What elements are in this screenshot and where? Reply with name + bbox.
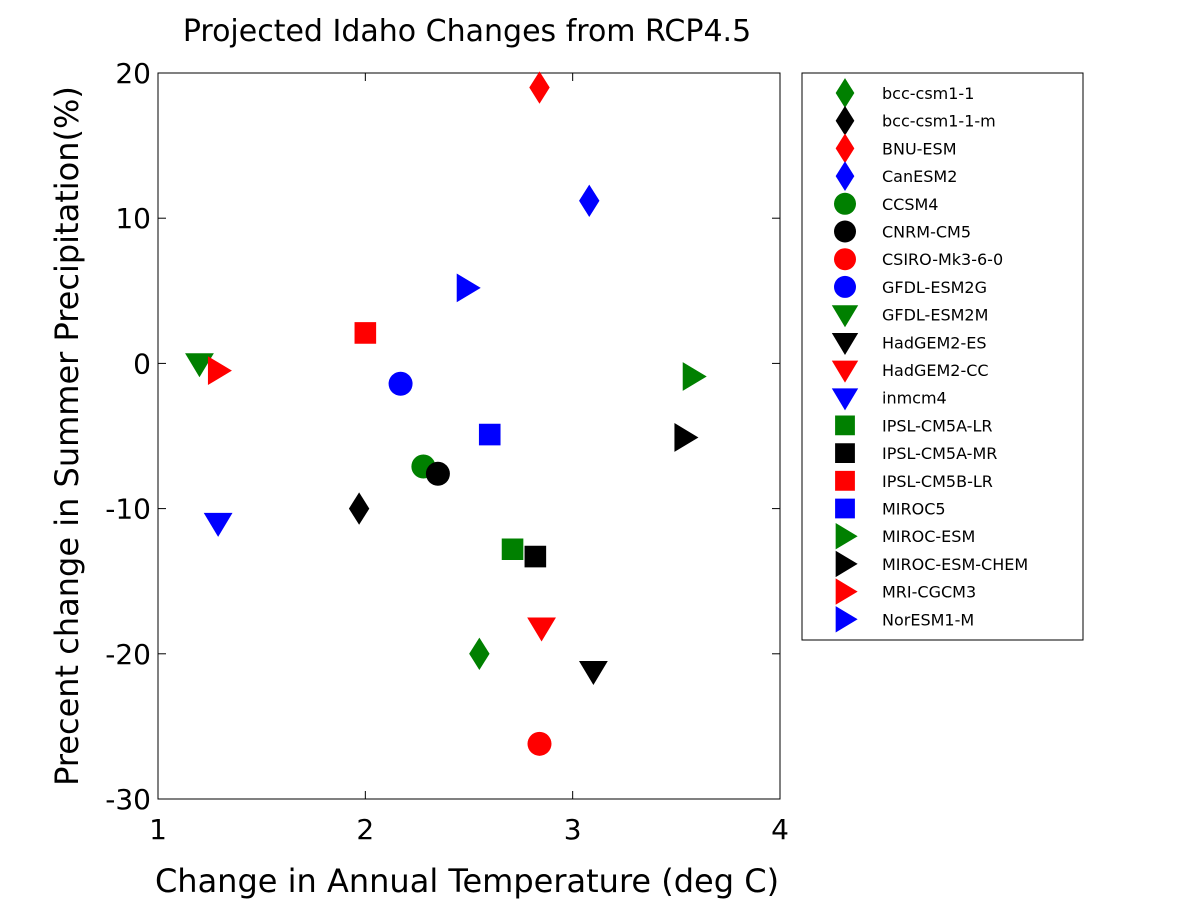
legend-label: inmcm4 bbox=[882, 389, 947, 408]
data-point bbox=[456, 273, 481, 303]
data-point bbox=[529, 71, 550, 104]
legend-label: BNU-ESM bbox=[882, 139, 957, 158]
legend-marker bbox=[835, 578, 858, 605]
data-point bbox=[354, 322, 377, 344]
axis-ticks: 1 2 3 4 20 10 0 -10 -20 -30 bbox=[105, 57, 789, 846]
y-tick-label: 10 bbox=[115, 202, 151, 235]
legend-marker bbox=[834, 220, 856, 243]
data-point bbox=[579, 661, 608, 686]
legend-label: CNRM-CM5 bbox=[882, 223, 971, 242]
legend-label: HadGEM2-CC bbox=[882, 361, 989, 380]
legend-label: bcc-csm1-1-m bbox=[882, 112, 996, 131]
legend-label: MRI-CGCM3 bbox=[882, 583, 976, 602]
data-point bbox=[388, 371, 413, 396]
y-tick-label: -20 bbox=[105, 638, 151, 671]
legend-label: IPSL-CM5B-LR bbox=[882, 472, 993, 491]
legend-label: CCSM4 bbox=[882, 195, 938, 214]
x-tick-label: 4 bbox=[771, 813, 789, 846]
data-point bbox=[469, 637, 490, 670]
data-point bbox=[527, 731, 552, 756]
data-point bbox=[478, 423, 501, 446]
data-point bbox=[524, 545, 547, 568]
legend-marker bbox=[834, 275, 856, 298]
data-point bbox=[203, 512, 233, 537]
y-tick-label: -30 bbox=[105, 783, 151, 816]
x-tick-label: 2 bbox=[356, 813, 374, 846]
legend-marker bbox=[831, 388, 859, 411]
legend-marker bbox=[835, 105, 855, 136]
data-point bbox=[425, 461, 450, 486]
legend-label: GFDL-ESM2G bbox=[882, 278, 987, 297]
legend-marker bbox=[835, 415, 855, 436]
data-point bbox=[579, 184, 600, 217]
legend-marker bbox=[831, 360, 859, 383]
data-points bbox=[185, 71, 707, 756]
y-tick-label: 0 bbox=[133, 347, 151, 380]
data-point bbox=[527, 617, 556, 642]
legend: bcc-csm1-1 bcc-csm1-1-m BNU-ESM CanESM2 CCSM… bbox=[801, 72, 1084, 641]
data-point bbox=[348, 492, 370, 525]
legend-marker bbox=[835, 498, 855, 519]
legend-marker bbox=[834, 192, 856, 215]
x-tick-label: 3 bbox=[564, 813, 582, 846]
legend-label: IPSL-CM5A-MR bbox=[882, 444, 997, 463]
legend-label: NorESM1-M bbox=[882, 610, 974, 629]
x-tick-label: 1 bbox=[149, 813, 167, 846]
legend-marker bbox=[835, 550, 858, 578]
y-tick-label: -10 bbox=[105, 493, 151, 526]
legend-marker bbox=[835, 523, 858, 550]
x-axis-label: Change in Annual Temperature (deg C) bbox=[155, 862, 779, 900]
legend-marker bbox=[831, 305, 859, 328]
legend-label: MIROC-ESM-CHEM bbox=[882, 555, 1028, 574]
legend-marker bbox=[835, 443, 855, 463]
legend-marker bbox=[831, 332, 859, 355]
legend-marker bbox=[835, 78, 855, 108]
legend-label: bcc-csm1-1 bbox=[882, 84, 974, 103]
y-tick-label: 20 bbox=[115, 57, 151, 90]
legend-label: GFDL-ESM2M bbox=[882, 306, 988, 325]
legend-label: IPSL-CM5A-LR bbox=[882, 416, 992, 435]
data-point bbox=[207, 356, 232, 386]
legend-marker bbox=[835, 606, 858, 633]
legend-label: HadGEM2-ES bbox=[882, 333, 987, 352]
legend-label: CSIRO-Mk3-6-0 bbox=[882, 250, 1003, 269]
legend-label: MIROC5 bbox=[882, 500, 946, 519]
data-point bbox=[682, 362, 707, 391]
legend-marker bbox=[835, 133, 855, 164]
data-point bbox=[501, 538, 524, 561]
chart-title: Projected Idaho Changes from RCP4.5 bbox=[183, 14, 751, 49]
data-point bbox=[674, 423, 699, 452]
legend-label: CanESM2 bbox=[882, 167, 957, 186]
y-axis-label: Precent change in Summer Precipitation(%… bbox=[48, 86, 86, 786]
data-point bbox=[185, 353, 214, 378]
legend-marker bbox=[835, 470, 855, 491]
legend-marker bbox=[834, 248, 856, 271]
legend-marker bbox=[835, 161, 855, 191]
legend-label: MIROC-ESM bbox=[882, 527, 975, 546]
